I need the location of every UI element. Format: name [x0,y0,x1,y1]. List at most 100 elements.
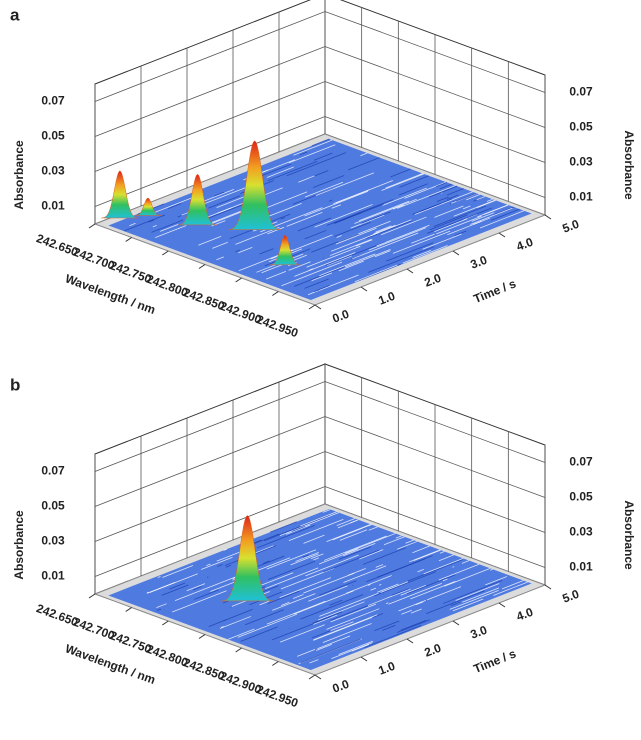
surface-noise [245,609,285,626]
y-tick-label: 1.0 [376,289,397,308]
surface-noise [362,547,407,565]
surface-noise [388,582,443,605]
z-axis-title: Absorbance [12,510,26,580]
surface-noise [344,248,391,268]
surface-noise [338,640,374,655]
tick-mark [272,291,279,296]
tick-mark [452,620,460,626]
surface-noise [470,207,513,225]
surface-noise [338,260,364,272]
surface-noise [386,242,434,262]
surface-noise [174,574,240,601]
surface-noise [270,521,297,533]
surface-noise [412,545,430,554]
surface-noise [382,187,427,206]
surface-noise [286,212,323,227]
surface-noise [313,152,333,161]
surface-noise [414,191,473,215]
surface-noise [486,198,493,202]
surface-noise [225,564,232,568]
panel-label: b [10,375,20,394]
surface-noise [377,555,433,578]
surface-noise [368,227,427,251]
surface-noise [453,199,496,217]
surface-noise [434,218,468,233]
surface-noise [367,588,411,606]
z-tick-label: 0.07 [569,455,593,469]
surface-noise [410,608,422,614]
z-tick-label: 0.03 [569,525,593,539]
surface-noise [400,620,427,631]
y-tick-label: 3.0 [468,623,489,642]
surface-noise [372,613,383,619]
surface-noise [302,554,310,558]
surface-noise [280,624,325,643]
surface-noise [311,138,330,147]
surface-noise [346,575,392,594]
surface-noise [298,175,315,183]
surface-noise [461,560,470,564]
y-tick-label: 3.0 [468,253,489,272]
z-tick-label: 0.05 [569,120,593,134]
surface-noise [409,549,441,563]
surface-noise [267,226,285,235]
surface-noise [423,558,464,575]
surface-noise [402,245,448,264]
surface-noise [304,190,369,217]
z-tick-label: 0.01 [41,199,65,213]
surface-noise [288,261,311,271]
surface-noise [259,600,270,606]
surface-noise [412,249,432,258]
z-tick-label: 0.03 [41,534,65,548]
surface-noise [392,230,451,254]
surface-noise [290,553,319,566]
y-tick-label: 2.0 [422,641,443,660]
tick-mark [162,250,169,256]
surface-noise [268,202,302,217]
surface-noise [396,619,430,633]
surface-noise [308,585,348,602]
y-tick-label: 5.0 [560,587,581,606]
surface-noise [339,529,368,541]
surface-noise [375,225,392,233]
surface-noise [331,204,342,209]
surface-noise [223,619,227,622]
surface-noise [300,638,361,664]
tick-mark [314,674,322,680]
surface-noise [293,139,333,156]
surface-noise [312,611,342,624]
surface-noise [201,556,233,570]
surface-noise [206,563,211,567]
peak [228,140,281,230]
surface-noise [379,584,382,586]
surface-noise [438,563,480,581]
tick-mark [198,264,206,269]
surface-noise [368,526,378,531]
surface-noise [295,551,319,562]
tick-mark [235,277,242,283]
surface-noise [420,203,441,212]
surface-noise [280,601,290,606]
surface-noise [336,235,342,238]
surface-noise [228,628,255,640]
surface-noise [407,559,464,582]
surface-noise [322,509,331,513]
surface-noise [156,603,167,609]
surface-noise [454,230,467,236]
surface-noise [334,221,371,237]
surface-noise [333,180,393,205]
surface-noise [300,594,364,620]
tick-mark [544,584,552,590]
surface-noise [380,216,427,236]
surface-noise [186,583,206,592]
surface-noise [156,608,162,611]
surface-noise [303,534,325,544]
surface-noise [303,572,355,594]
surface-noise [383,536,405,546]
surface-noise [313,616,374,641]
surface-noise [397,541,418,550]
surface-noise [313,557,319,561]
surface-noise [462,587,500,603]
surface-noise [338,546,372,560]
surface-noise [315,172,374,196]
